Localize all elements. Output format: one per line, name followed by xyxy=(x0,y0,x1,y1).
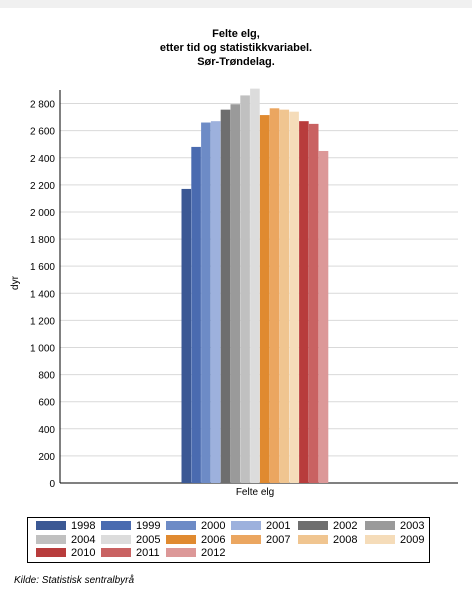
chart-title-line-3: Sør-Trøndelag. xyxy=(197,56,275,68)
chart-legend: 1998 1999 2000 2001 2002 2003 2004 2005 2006 2007… xyxy=(27,517,430,563)
legend-label: 1999 xyxy=(136,520,161,532)
legend-swatch xyxy=(365,521,395,530)
legend-label: 2000 xyxy=(201,520,226,532)
bar-2000 xyxy=(201,122,211,483)
y-tick-label: 2 600 xyxy=(30,127,55,138)
legend-swatch xyxy=(36,521,66,530)
bar-2002 xyxy=(220,109,231,484)
bar-2008 xyxy=(279,109,290,484)
legend-item: 2008 xyxy=(298,534,357,547)
legend-item: 2002 xyxy=(298,520,357,533)
legend-item: 2009 xyxy=(365,534,424,547)
legend-label: 2006 xyxy=(201,533,226,546)
bar-chart: 0 200 400 600 800 1 000 1 200 1 400 1 600 1 800 2 … xyxy=(10,88,458,498)
legend-label: 2005 xyxy=(136,533,161,546)
y-tick-label: 1 400 xyxy=(30,289,55,300)
legend-item: 2003 xyxy=(365,520,424,533)
bar-2006 xyxy=(259,115,270,484)
legend-swatch xyxy=(166,534,196,544)
legend-item: 2007 xyxy=(231,534,290,547)
chart-title-line-2: etter tid og statistikkvariabel. xyxy=(159,42,313,54)
legend-item: 2010 xyxy=(36,547,95,560)
legend-swatch xyxy=(166,548,196,557)
bar-2010 xyxy=(299,121,309,483)
y-tick-label: 1 000 xyxy=(30,343,55,354)
y-tick-label: 800 xyxy=(38,371,55,382)
legend-swatch xyxy=(231,534,261,544)
bar-2011 xyxy=(308,123,319,484)
legend-label: 2009 xyxy=(400,533,425,546)
legend-label: 2003 xyxy=(400,520,425,532)
legend-swatch xyxy=(101,548,131,557)
y-tick-label: 2 800 xyxy=(30,100,55,111)
legend-label: 2012 xyxy=(201,547,226,559)
legend-label: 2010 xyxy=(71,547,96,559)
bar-2007 xyxy=(269,108,280,483)
legend-label: 2008 xyxy=(333,533,358,546)
legend-swatch xyxy=(101,521,131,530)
bar-2009 xyxy=(289,111,299,483)
y-tick-label: 1 200 xyxy=(30,316,55,327)
legend-item: 2004 xyxy=(36,534,95,547)
legend-label: 1998 xyxy=(71,520,96,532)
legend-item: 2012 xyxy=(166,547,225,560)
source-note: Kilde: Statistisk sentralbyrå xyxy=(14,575,135,586)
legend-label: 2001 xyxy=(266,520,291,532)
legend-swatch xyxy=(231,521,261,530)
bar-2004 xyxy=(240,95,250,484)
top-bar xyxy=(0,0,472,8)
legend-swatch xyxy=(298,534,328,544)
legend-label: 2011 xyxy=(136,547,160,559)
bar-2005 xyxy=(250,88,260,483)
y-tick-label: 400 xyxy=(38,425,55,436)
legend-item: 2000 xyxy=(166,520,225,533)
bar-2001 xyxy=(210,121,221,483)
legend-swatch xyxy=(36,548,66,557)
y-tick-label: 1 800 xyxy=(30,235,55,246)
y-tick-label: 1 600 xyxy=(30,262,55,273)
bar-1998 xyxy=(181,188,192,483)
legend-item: 2001 xyxy=(231,520,290,533)
legend-swatch xyxy=(101,534,131,544)
bar-2003 xyxy=(230,104,241,483)
y-tick-label: 2 000 xyxy=(30,208,55,219)
legend-label: 2004 xyxy=(71,533,96,546)
legend-swatch xyxy=(166,521,196,530)
bar-1999 xyxy=(191,146,201,483)
chart-title-line-1: Felte elg, xyxy=(212,28,260,40)
legend-label: 2002 xyxy=(333,520,358,532)
legend-item: 1998 xyxy=(36,520,95,533)
legend-swatch xyxy=(365,534,395,544)
bar-2012 xyxy=(318,150,329,483)
y-tick-label: 2 400 xyxy=(30,154,55,165)
legend-item: 2005 xyxy=(101,534,160,547)
legend-label: 2007 xyxy=(266,533,291,546)
legend-swatch xyxy=(36,534,66,544)
x-category-label: Felte elg xyxy=(236,487,274,498)
legend-item: 1999 xyxy=(101,520,160,533)
legend-item: 2011 xyxy=(101,547,160,560)
chart-title: Felte elg, etter tid og statistikkvariab… xyxy=(0,27,472,69)
legend-item: 2006 xyxy=(166,534,225,547)
y-tick-label: 0 xyxy=(49,479,55,490)
y-tick-label: 600 xyxy=(38,398,55,409)
y-axis-label: dyr xyxy=(10,275,21,290)
legend-swatch xyxy=(298,521,328,530)
y-tick-label: 200 xyxy=(38,452,55,463)
y-tick-label: 2 200 xyxy=(30,181,55,192)
